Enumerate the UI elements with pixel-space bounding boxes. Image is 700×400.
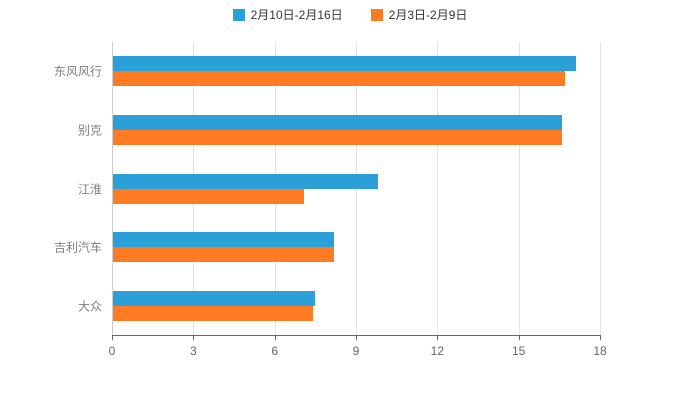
x-tick-label: 9 <box>352 344 360 358</box>
bar-series2[interactable] <box>113 188 305 204</box>
bar-series2[interactable] <box>113 305 313 321</box>
legend-swatch-icon <box>370 8 383 21</box>
bar-series1[interactable] <box>113 173 378 189</box>
x-axis-tick <box>112 335 113 340</box>
x-axis-tick <box>193 335 195 340</box>
x-tick-label: 0 <box>108 344 116 358</box>
grid-line <box>356 42 357 335</box>
x-tick-label: 18 <box>593 344 607 358</box>
x-axis-tick <box>600 335 601 340</box>
bar-series2[interactable] <box>113 247 335 263</box>
legend-item-1[interactable]: 2月3日-2月9日 <box>370 6 468 23</box>
chart-legend: 2月10日-2月16日 2月3日-2月9日 <box>0 6 700 23</box>
x-axis-tick <box>518 335 520 340</box>
legend-label: 2月3日-2月9日 <box>388 8 468 22</box>
grid-line <box>600 42 601 335</box>
legend-swatch-icon <box>232 8 245 21</box>
category-label: 别克 <box>77 123 102 138</box>
legend-item-0[interactable]: 2月10日-2月16日 <box>232 6 343 23</box>
category-label: 东风风行 <box>53 64 102 79</box>
bar-series2[interactable] <box>113 71 565 87</box>
bar-series1[interactable] <box>113 232 335 248</box>
grid-line <box>437 42 439 335</box>
bar-series1[interactable] <box>113 290 316 306</box>
bar-series1[interactable] <box>113 56 576 72</box>
x-tick-label: 12 <box>430 344 445 358</box>
x-tick-label: 6 <box>271 344 278 358</box>
x-axis-tick <box>274 335 276 340</box>
x-axis-tick <box>356 335 357 340</box>
category-label: 江淮 <box>77 182 102 196</box>
category-label: 吉利汽车 <box>53 240 102 255</box>
bar-series2[interactable] <box>113 129 563 145</box>
category-label: 大众 <box>77 299 102 314</box>
grid-line <box>518 42 520 335</box>
plot-area: 0 3 6 9 12 15 18 东风风行别克江淮吉利汽车大众 <box>54 42 607 358</box>
x-axis-tick <box>437 335 439 340</box>
bar-series1[interactable] <box>113 114 563 130</box>
x-tick-label: 3 <box>189 344 197 358</box>
y-axis-line <box>112 42 113 335</box>
legend-label: 2月10日-2月16日 <box>250 8 343 22</box>
x-tick-label: 15 <box>511 344 526 358</box>
